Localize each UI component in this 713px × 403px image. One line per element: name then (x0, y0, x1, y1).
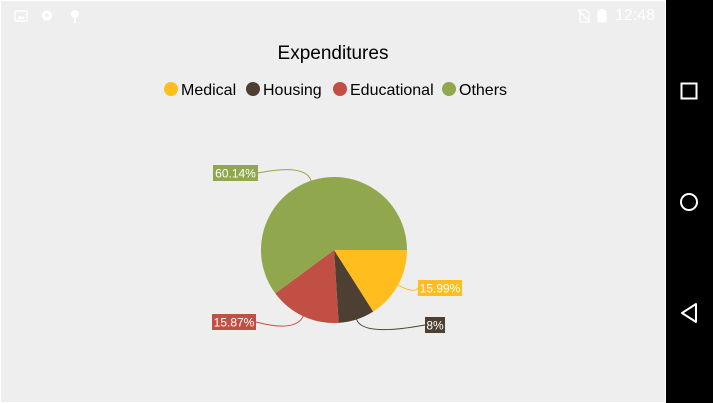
battery-icon (597, 9, 607, 23)
chat-icon (41, 10, 53, 22)
legend-label: Medical (181, 82, 236, 99)
android-icon (71, 10, 79, 23)
legend-marker (164, 82, 178, 96)
chart-legend: Medical Housing Educational Others (164, 82, 507, 99)
chart-title: Expenditures (278, 43, 389, 64)
legend-marker (442, 82, 456, 96)
leader-line-educational (255, 315, 304, 327)
home-button[interactable] (674, 187, 704, 217)
pie-slice-housing[interactable] (334, 250, 374, 323)
back-button[interactable] (674, 298, 704, 328)
circle-icon (680, 193, 698, 211)
data-label-educational: 15.87% (214, 316, 255, 330)
data-label-box-medical (418, 280, 462, 296)
legend-item-medical[interactable]: Medical (164, 82, 236, 99)
legend-marker (246, 82, 260, 96)
pie-slice-medical[interactable] (334, 250, 407, 312)
no-sim-icon (577, 9, 591, 23)
status-bar: 12:48 (1, 1, 665, 31)
data-label-housing: 8% (426, 319, 444, 333)
leader-line-others (257, 169, 312, 181)
app-screen: 12:48 Expenditures Medical Housing Educati… (1, 1, 665, 402)
data-label-others: 60.14% (215, 167, 256, 181)
data-label-box-educational (212, 314, 256, 330)
legend-item-educational[interactable]: Educational (333, 82, 434, 99)
data-label-box-others (213, 165, 258, 181)
navigation-bar (666, 0, 713, 403)
legend-marker (333, 82, 347, 96)
leader-line-medical (397, 284, 419, 291)
pie-chart: Expenditures Medical Housing Educational Ot… (164, 43, 507, 333)
pie-slice-educational[interactable] (275, 250, 339, 323)
data-label-medical: 15.99% (420, 282, 461, 296)
leader-line-housing (356, 319, 426, 331)
legend-item-housing[interactable]: Housing (246, 82, 322, 99)
status-time: 12:48 (614, 7, 655, 24)
legend-label: Educational (350, 82, 434, 99)
triangle-back-icon (681, 303, 697, 323)
legend-label: Housing (263, 82, 322, 99)
pie-labels: 15.99% 8% 15.87% 60.14% (212, 165, 462, 333)
legend-item-others[interactable]: Others (442, 82, 507, 99)
image-icon (14, 10, 28, 22)
pie-slice-others[interactable] (261, 177, 407, 294)
legend-label: Others (459, 82, 507, 99)
square-icon (680, 82, 698, 100)
pie-slices (261, 177, 407, 323)
recents-button[interactable] (674, 76, 704, 106)
data-label-box-housing (425, 317, 445, 333)
